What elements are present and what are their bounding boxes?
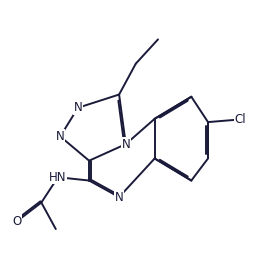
Text: N: N: [121, 138, 130, 151]
Text: O: O: [12, 215, 22, 228]
Text: N: N: [115, 191, 123, 204]
Text: N: N: [74, 101, 82, 114]
Text: N: N: [56, 130, 65, 143]
Text: Cl: Cl: [235, 114, 246, 126]
Text: HN: HN: [49, 171, 67, 184]
